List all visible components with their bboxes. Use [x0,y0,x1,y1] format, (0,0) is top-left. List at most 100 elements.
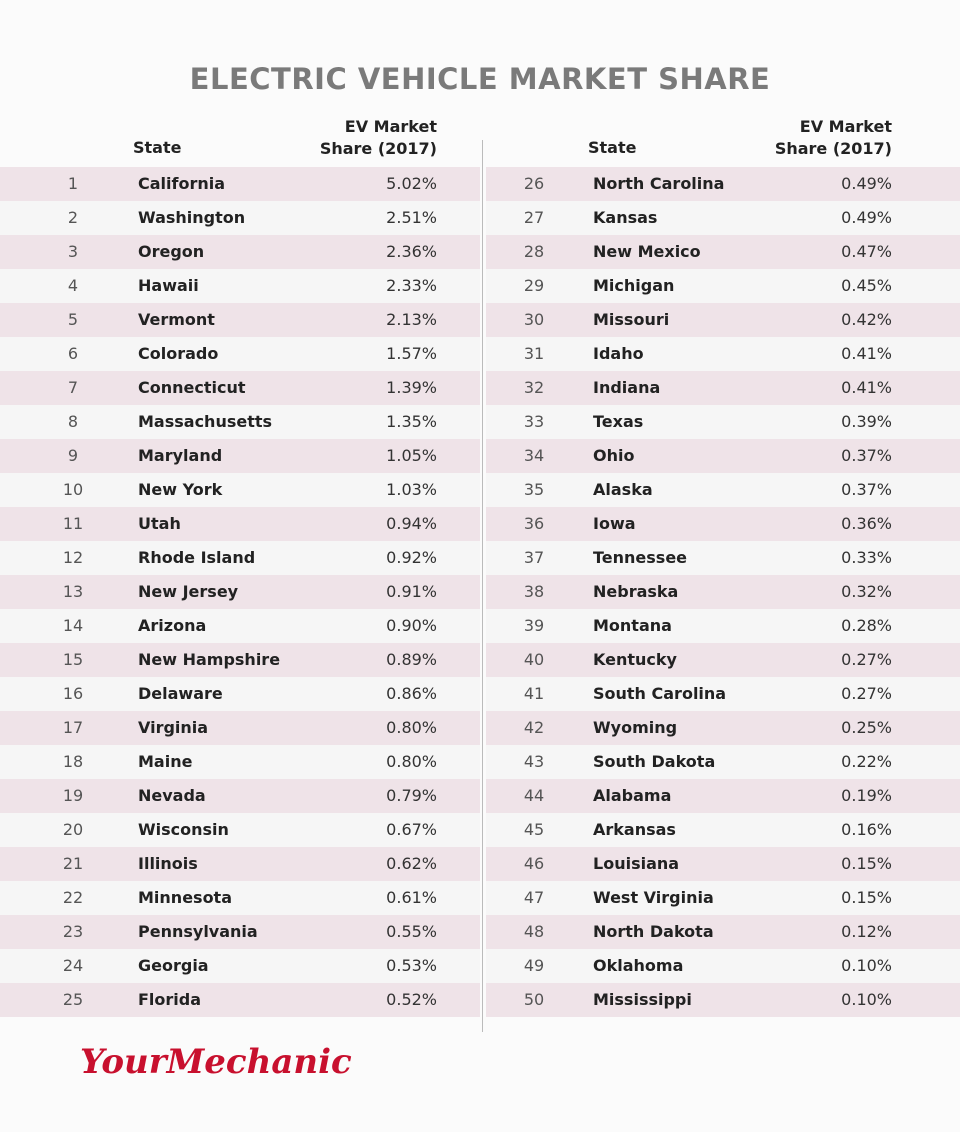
market-share: 0.52% [386,990,437,1009]
market-share: 0.55% [386,922,437,941]
market-share: 1.39% [386,378,437,397]
row-stripe [0,881,480,915]
row-stripe [0,507,480,541]
market-share: 0.47% [841,242,892,261]
state-name: Kansas [593,208,658,227]
state-name: Nevada [138,786,206,805]
state-name: Georgia [138,956,209,975]
market-share: 0.91% [386,582,437,601]
rank: 16 [62,684,84,703]
market-share: 2.36% [386,242,437,261]
row-stripe [0,201,480,235]
market-share: 0.15% [841,854,892,873]
state-name: Iowa [593,514,636,533]
market-share: 0.49% [841,174,892,193]
rank: 18 [62,752,84,771]
market-share: 0.37% [841,446,892,465]
state-name: Mississippi [593,990,692,1009]
row-stripe [0,609,480,643]
state-name: Louisiana [593,854,680,873]
rank: 6 [67,344,79,363]
market-share: 0.27% [841,650,892,669]
rank: 8 [67,412,79,431]
row-stripe [486,405,960,439]
row-stripe [0,405,480,439]
rank: 12 [62,548,84,567]
row-stripe [0,473,480,507]
row-stripe [486,677,960,711]
row-stripe [486,745,960,779]
market-share: 0.80% [386,752,437,771]
row-stripe [0,847,480,881]
rank: 3 [67,242,79,261]
row-stripe [0,235,480,269]
market-share: 0.32% [841,582,892,601]
row-stripe [486,541,960,575]
row-stripe [486,371,960,405]
rank: 14 [62,616,84,635]
row-stripe [486,473,960,507]
state-name: New York [138,480,223,499]
row-stripe [0,167,480,201]
rank: 15 [62,650,84,669]
state-name: North Dakota [593,922,714,941]
rank: 38 [523,582,545,601]
rank: 49 [523,956,545,975]
row-stripe [486,983,960,1017]
state-name: Illinois [138,854,198,873]
state-name: Idaho [593,344,644,363]
rank: 26 [523,174,545,193]
rank: 21 [62,854,84,873]
row-stripe [0,745,480,779]
state-name: Pennsylvania [138,922,258,941]
market-share: 1.35% [386,412,437,431]
row-stripe [0,949,480,983]
state-name: Virginia [138,718,209,737]
rank: 27 [523,208,545,227]
market-share: 0.22% [841,752,892,771]
state-name: Arizona [138,616,207,635]
rank: 23 [62,922,84,941]
header-share: EV Market Share (2017) [774,117,892,158]
title: ELECTRIC VEHICLE MARKET SHARE [189,62,771,96]
state-name: Oregon [138,242,205,261]
rank: 22 [62,888,84,907]
rank: 5 [67,310,79,329]
rank: 41 [523,684,545,703]
market-share: 0.36% [841,514,892,533]
market-share: 0.45% [841,276,892,295]
row-stripe [486,643,960,677]
market-share: 0.90% [386,616,437,635]
market-share: 0.49% [841,208,892,227]
rank: 33 [523,412,545,431]
market-share: 5.02% [386,174,437,193]
header-state: State [588,138,637,157]
state-name: Vermont [138,310,215,329]
row-stripe [486,303,960,337]
state-name: Nebraska [593,582,679,601]
state-name: California [138,174,226,193]
state-name: Connecticut [138,378,246,397]
market-share: 1.05% [386,446,437,465]
market-share: 0.41% [841,378,892,397]
market-share: 0.33% [841,548,892,567]
rank: 48 [523,922,545,941]
row-stripe [486,167,960,201]
market-share: 0.53% [386,956,437,975]
state-name: Utah [138,514,181,533]
rank: 30 [523,310,545,329]
state-name: New Mexico [593,242,701,261]
divider [482,140,483,1032]
state-name: Delaware [138,684,223,703]
market-share: 2.13% [386,310,437,329]
row-stripe [0,677,480,711]
rank: 7 [67,378,79,397]
market-share: 2.51% [386,208,437,227]
rank: 32 [523,378,545,397]
market-share: 0.10% [841,956,892,975]
state-name: Montana [593,616,672,635]
row-stripe [486,201,960,235]
row-stripe [486,813,960,847]
rank: 2 [67,208,79,227]
market-share: 0.67% [386,820,437,839]
